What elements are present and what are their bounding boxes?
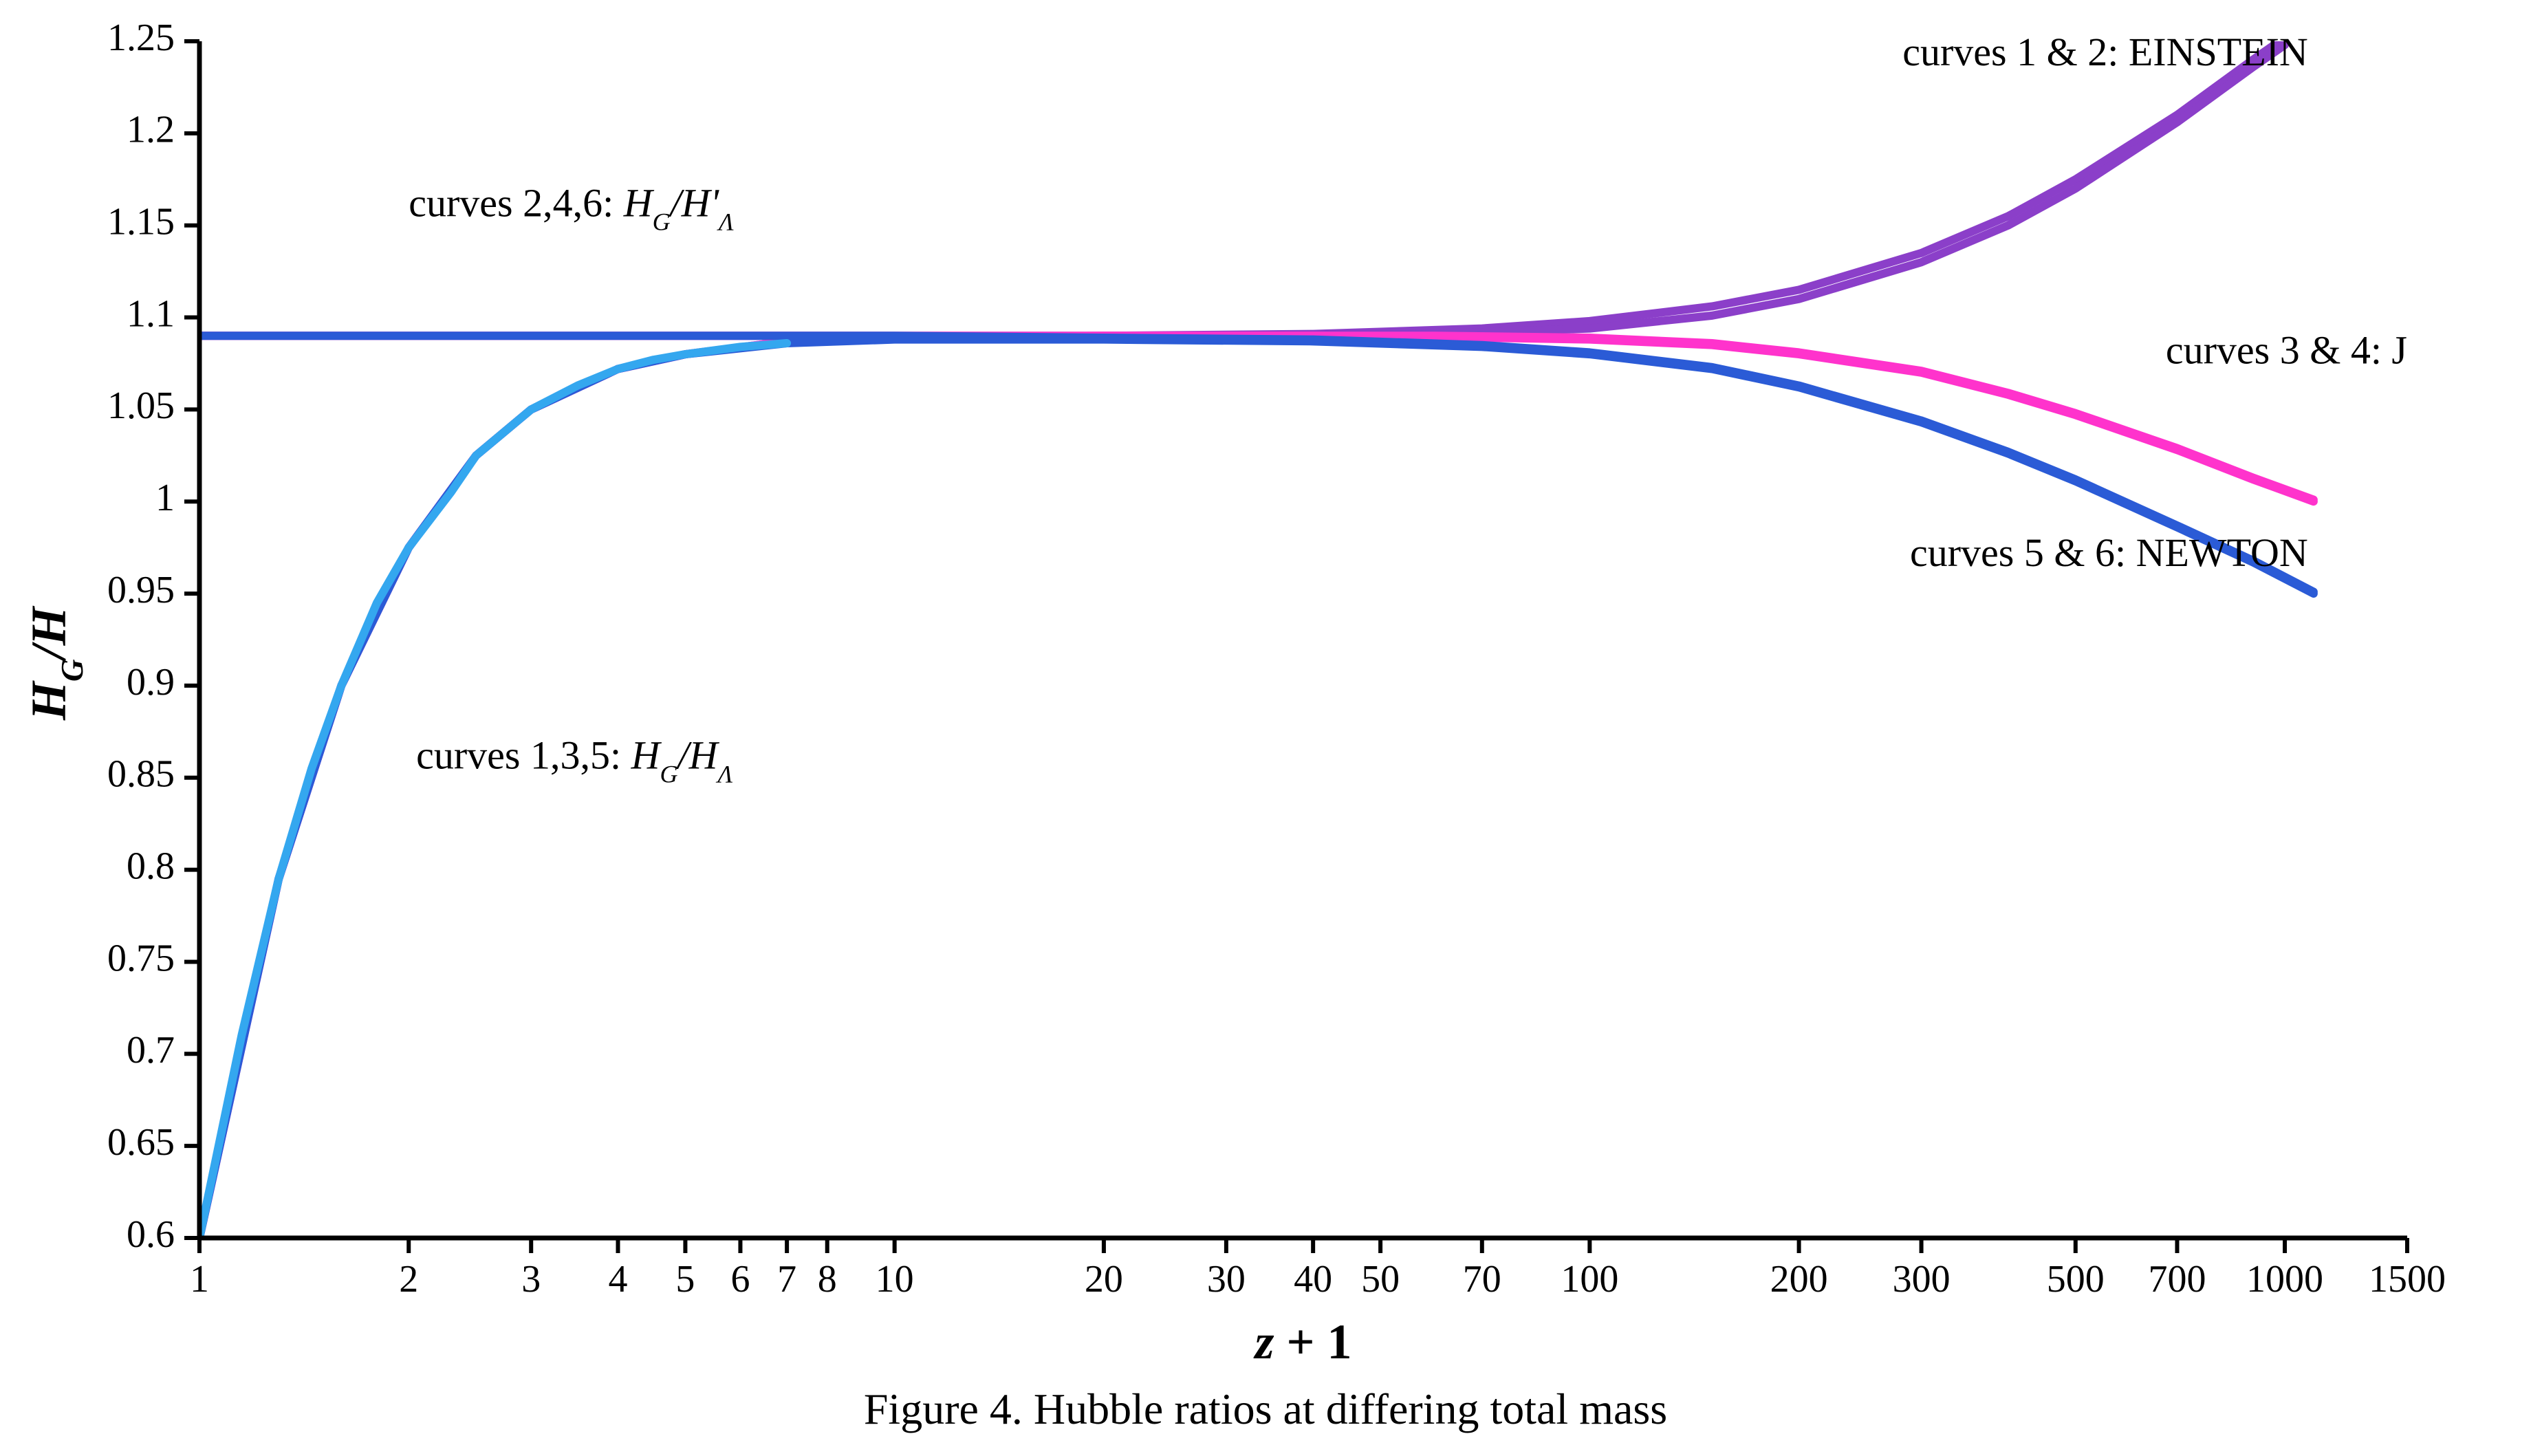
y-tick-label: 1 [155, 477, 175, 519]
y-tick-label: 0.6 [127, 1213, 175, 1256]
x-tick-label: 2 [399, 1258, 418, 1301]
y-tick-label: 0.75 [107, 937, 175, 979]
x-tick-label: 1500 [2369, 1258, 2446, 1301]
x-tick-label: 100 [1561, 1258, 1618, 1301]
y-tick-label: 1.25 [107, 17, 175, 59]
y-tick-label: 0.85 [107, 753, 175, 796]
y-tick-label: 0.8 [127, 845, 175, 887]
y-tick-label: 0.65 [107, 1121, 175, 1164]
x-tick-label: 10 [876, 1258, 914, 1301]
x-axis-label: z + 1 [1252, 1314, 1351, 1369]
x-tick-label: 200 [1770, 1258, 1828, 1301]
figure-caption: Figure 4. Hubble ratios at differing tot… [864, 1384, 1667, 1433]
y-tick-label: 1.2 [127, 109, 175, 151]
x-tick-label: 70 [1463, 1258, 1501, 1301]
x-tick-label: 500 [2047, 1258, 2105, 1301]
x-tick-label: 5 [675, 1258, 695, 1301]
y-tick-label: 1.1 [127, 292, 175, 335]
x-tick-label: 30 [1207, 1258, 1246, 1301]
x-tick-label: 300 [1893, 1258, 1951, 1301]
annotation-ann-j: curves 3 & 4: J [2166, 327, 2407, 372]
chart-svg: 0.6 0.65 0.7 0.75 0.8 0.85 0.9 0.95 1 1.05 1.1 1.15… [0, 0, 2531, 1456]
annotation-ann-newton: curves 5 & 6: NEWTON [1910, 530, 2308, 575]
y-tick-label: 0.9 [127, 661, 175, 704]
y-tick-label: 1.05 [107, 384, 175, 427]
x-tick-label: 700 [2148, 1258, 2206, 1301]
x-tick-label: 40 [1294, 1258, 1332, 1301]
x-tick-label: 4 [608, 1258, 627, 1301]
x-tick-label: 50 [1361, 1258, 1400, 1301]
y-tick-label: 0.95 [107, 569, 175, 611]
y-tick-label: 0.7 [127, 1029, 175, 1072]
x-tick-label: 1000 [2246, 1258, 2323, 1301]
x-tick-label: 7 [777, 1258, 796, 1301]
x-tick-label: 1 [190, 1258, 209, 1301]
x-tick-label: 6 [730, 1258, 750, 1301]
figure-container: 0.6 0.65 0.7 0.75 0.8 0.85 0.9 0.95 1 1.05 1.1 1.15… [0, 0, 2531, 1456]
x-tick-label: 3 [521, 1258, 541, 1301]
x-tick-label: 20 [1085, 1258, 1123, 1301]
annotation-ann-einstein: curves 1 & 2: EINSTEIN [1902, 30, 2308, 74]
y-tick-label: 1.15 [107, 201, 175, 243]
x-tick-label: 8 [818, 1258, 837, 1301]
